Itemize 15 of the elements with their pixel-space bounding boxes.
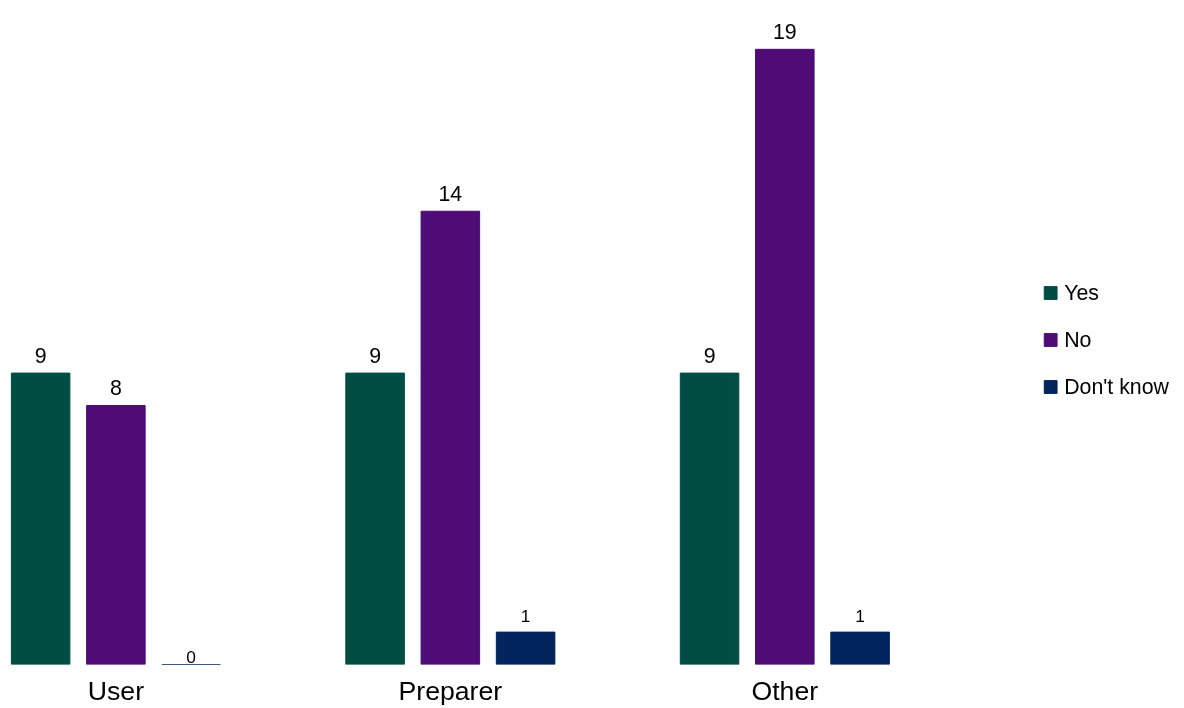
- data-label: 9: [703, 344, 716, 369]
- data-label: 1: [520, 606, 531, 627]
- data-label: 8: [109, 376, 122, 401]
- legend-label: Don't know: [1064, 374, 1169, 399]
- legend-label: Yes: [1064, 280, 1099, 305]
- data-label: 9: [369, 344, 382, 369]
- data-label: 1: [855, 606, 865, 627]
- x-tick-label: User: [87, 675, 145, 706]
- x-tick-label: Preparer: [398, 675, 503, 706]
- data-label: 14: [438, 182, 463, 207]
- data-label: 9: [34, 344, 47, 369]
- legend-label: No: [1064, 327, 1092, 352]
- x-tick-label: Other: [751, 675, 819, 706]
- data-label: 19: [772, 20, 797, 45]
- data-label: 0: [186, 646, 196, 667]
